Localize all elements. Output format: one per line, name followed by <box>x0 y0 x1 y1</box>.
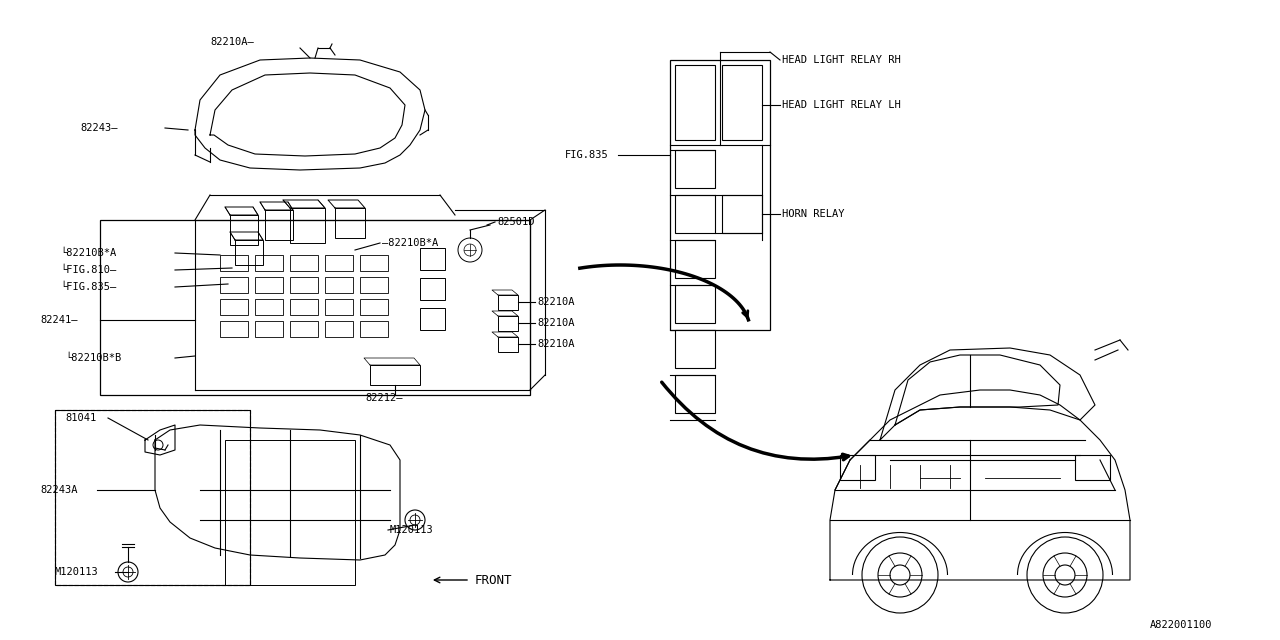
Bar <box>230 215 259 245</box>
Bar <box>255 255 283 271</box>
Bar <box>55 410 250 585</box>
Text: 82243A: 82243A <box>40 485 78 495</box>
Text: 82210A: 82210A <box>538 297 575 307</box>
Bar <box>291 277 317 293</box>
Bar <box>325 255 353 271</box>
Text: HEAD LIGHT RELAY LH: HEAD LIGHT RELAY LH <box>782 100 901 110</box>
Bar <box>291 255 317 271</box>
Bar <box>265 210 293 240</box>
Bar <box>498 337 518 352</box>
Bar <box>675 375 716 413</box>
Text: HORN RELAY: HORN RELAY <box>782 209 845 219</box>
Bar <box>335 208 365 238</box>
Bar <box>669 60 771 330</box>
Bar <box>360 299 388 315</box>
Bar <box>675 65 716 140</box>
Text: A822001100: A822001100 <box>1149 620 1212 630</box>
Bar <box>360 255 388 271</box>
Text: 82243—: 82243— <box>81 123 118 133</box>
Bar <box>675 330 716 368</box>
Bar <box>675 240 716 278</box>
Bar <box>722 195 762 233</box>
Text: 82210A: 82210A <box>538 318 575 328</box>
Bar <box>675 195 716 233</box>
Text: HEAD LIGHT RELAY RH: HEAD LIGHT RELAY RH <box>782 55 901 65</box>
Bar <box>360 277 388 293</box>
Text: 82210A: 82210A <box>538 339 575 349</box>
Bar <box>498 316 518 331</box>
Bar <box>325 299 353 315</box>
Bar <box>291 208 325 243</box>
Bar <box>225 440 355 585</box>
Text: └FIG.835—: └FIG.835— <box>60 282 116 292</box>
Bar <box>220 321 248 337</box>
Bar <box>675 150 716 188</box>
Text: └FIG.810—: └FIG.810— <box>60 265 116 275</box>
Text: 82212—: 82212— <box>365 393 402 403</box>
Bar <box>291 321 317 337</box>
Bar <box>236 240 262 265</box>
Bar <box>675 285 716 323</box>
Bar <box>255 321 283 337</box>
Bar <box>100 220 530 395</box>
Text: └82210B*B: └82210B*B <box>65 353 122 363</box>
Bar <box>325 321 353 337</box>
Bar <box>722 65 762 140</box>
Bar <box>220 299 248 315</box>
Text: 82210A—: 82210A— <box>210 37 253 47</box>
Text: 81041: 81041 <box>65 413 96 423</box>
Bar <box>498 295 518 310</box>
Text: M120113: M120113 <box>390 525 434 535</box>
Bar <box>360 321 388 337</box>
Bar <box>840 455 876 480</box>
Bar <box>291 299 317 315</box>
Text: 82501D: 82501D <box>497 217 535 227</box>
Bar <box>255 277 283 293</box>
Bar <box>1075 455 1110 480</box>
Text: 82241—: 82241— <box>40 315 78 325</box>
Bar <box>255 299 283 315</box>
Text: FIG.835: FIG.835 <box>564 150 609 160</box>
Text: FRONT: FRONT <box>475 573 512 586</box>
Bar <box>370 365 420 385</box>
Bar <box>420 248 445 270</box>
Bar <box>220 255 248 271</box>
Bar <box>420 308 445 330</box>
Bar <box>220 277 248 293</box>
Text: —82210B*A: —82210B*A <box>381 238 438 248</box>
Bar <box>325 277 353 293</box>
Bar <box>420 278 445 300</box>
Bar <box>55 410 250 585</box>
Text: └82210B*A: └82210B*A <box>60 248 116 258</box>
Text: M120113: M120113 <box>55 567 99 577</box>
